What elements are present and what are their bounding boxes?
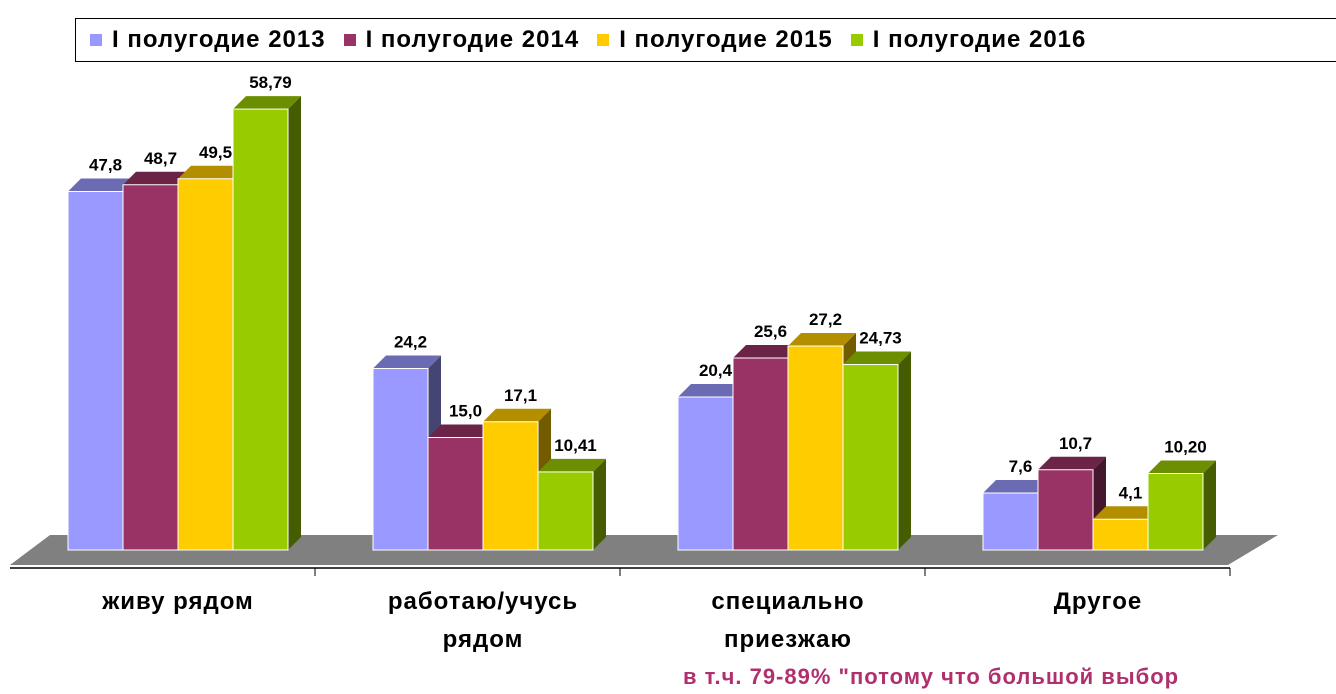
bar-top [1038,456,1106,470]
bar-top [538,458,606,472]
bar-top [788,333,856,346]
legend-swatch [343,34,356,46]
bar [842,364,899,551]
legend-item: I полугодие 2013 [90,26,326,54]
value-label: 49,5 [199,143,232,162]
legend-swatch [597,34,610,46]
bar-top [843,351,911,365]
bar [372,368,429,551]
bar-top [678,384,746,397]
value-label: 20,4 [699,361,733,380]
legend-label: I полугодие 2014 [365,26,580,53]
bar-top [983,480,1051,493]
annotation: в т.ч. 79-89% "потому что большой выбор [683,664,1180,689]
value-label: 15,0 [449,402,482,421]
bar-top [123,171,191,185]
bar [537,471,594,551]
bar [122,184,179,551]
legend-label: I полугодие 2016 [872,26,1087,53]
bar [427,437,484,551]
value-label: 47,8 [89,156,122,175]
bar-top [68,178,136,192]
value-label: 10,7 [1059,434,1092,453]
bar-top [373,355,441,369]
bar-side [288,96,301,550]
bar-top [733,345,801,358]
bar-top [483,408,551,422]
bar [787,345,844,551]
value-label: 24,73 [859,329,902,348]
legend-swatch [850,34,863,46]
x-tick-label: работаю/учусь рядом [387,588,579,653]
bar-side [593,458,606,550]
legend-swatch [90,34,102,46]
floor [10,535,1278,565]
legend-item: I полугодие 2016 [850,26,1087,54]
x-tick-label: Другое [1053,588,1143,615]
value-label: 7,6 [1009,457,1033,476]
bar-top [178,165,246,179]
bar-top [233,96,301,110]
value-label: 24,2 [394,333,427,352]
bar [482,421,539,551]
bar-top [428,424,496,438]
legend-label: I полугодие 2015 [619,26,833,53]
bar [1147,473,1204,551]
value-label: 10,41 [554,436,597,455]
value-label: 58,79 [249,73,292,92]
value-label: 25,6 [754,322,787,341]
bar [1037,469,1094,551]
bar-side [898,351,911,550]
value-label: 17,1 [504,386,537,405]
bar-top [1093,506,1161,520]
bar [677,396,734,551]
value-label: 4,1 [1119,483,1143,502]
bar [1092,518,1149,551]
legend: I полугодие 2013 I полугодие 2014 I полуго… [75,18,1336,62]
bar-top [1148,460,1216,474]
legend-item: I полугодие 2015 [597,26,833,54]
value-label: 48,7 [144,149,177,168]
bar [982,492,1039,551]
x-tick-label: специально приезжаю [711,588,865,653]
legend-label: I полугодие 2013 [112,26,326,53]
bar-side [1203,460,1216,550]
bar [67,191,124,551]
bar [732,357,789,551]
legend-item: I полугодие 2014 [343,26,580,54]
value-label: 10,20 [1164,438,1207,457]
bar [177,178,234,551]
x-tick-label: живу рядом [102,588,254,615]
value-label: 27,2 [809,310,842,329]
bar [232,108,289,551]
